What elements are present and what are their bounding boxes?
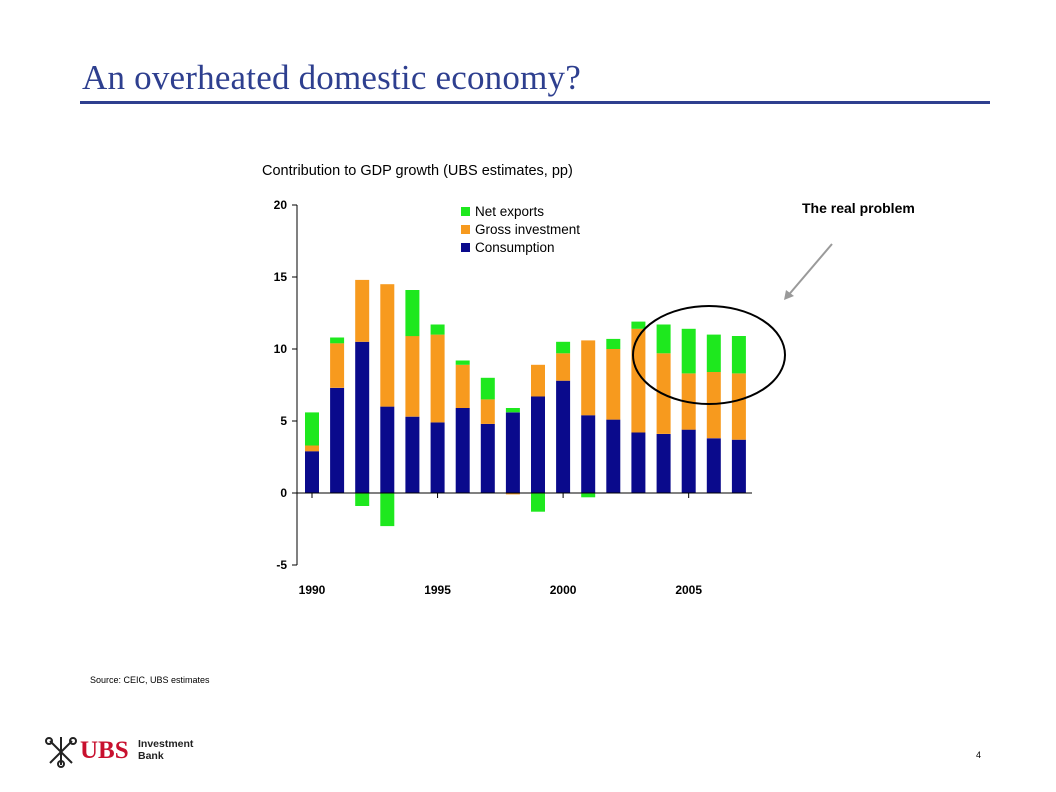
logo-wordmark: UBS (80, 737, 129, 764)
bar-consumption-2001 (581, 415, 596, 493)
logo-subtitle-line2: Bank (138, 750, 164, 762)
highlight-circle (632, 305, 786, 405)
y-tick-label: 20 (274, 198, 288, 212)
bar-consumption-1991 (330, 387, 345, 493)
bar-consumption-2002 (606, 419, 621, 493)
callout-label: The real problem (802, 200, 915, 216)
bar-gross-investment-2002 (606, 349, 621, 420)
bar-consumption-1992 (355, 341, 370, 493)
title-divider (80, 101, 990, 104)
x-tick-label: 2000 (550, 583, 577, 597)
bar-gross-investment-2000 (556, 353, 571, 381)
bar-gross-investment-2003 (631, 328, 646, 433)
bar-net-exports-1990 (305, 412, 319, 446)
bar-consumption-2007 (731, 439, 746, 493)
legend-label-gross-investment: Gross investment (475, 222, 580, 237)
bar-consumption-1993 (380, 406, 395, 493)
bar-net-exports-2000 (556, 341, 571, 354)
bar-consumption-1996 (455, 408, 470, 493)
bar-gross-investment-1997 (480, 399, 495, 424)
y-tick-label: -5 (276, 558, 287, 572)
bar-gross-investment-2006 (706, 372, 721, 439)
y-tick-label: 10 (274, 342, 288, 356)
keys-logo-icon (45, 737, 77, 768)
bar-consumption-2000 (556, 380, 571, 493)
bar-consumption-1994 (405, 416, 420, 493)
bar-gross-investment-1991 (330, 343, 345, 388)
bar-net-exports-2007 (731, 336, 746, 374)
legend-label-consumption: Consumption (475, 240, 555, 255)
y-tick-label: 5 (280, 414, 287, 428)
callout-arrow (785, 243, 833, 299)
bar-gross-investment-1999 (531, 364, 545, 397)
bar-gross-investment-1993 (380, 284, 395, 407)
bar-consumption-1995 (430, 422, 445, 493)
bar-net-exports-1996 (455, 360, 470, 365)
bar-consumption-1998 (505, 412, 520, 493)
source-note: Source: CEIC, UBS estimates (90, 675, 210, 685)
callout-arrowhead (784, 290, 794, 300)
bar-gross-investment-1990 (305, 445, 319, 452)
bar-net-exports-1998 (505, 408, 520, 413)
y-tick-label: 15 (274, 270, 288, 284)
bar-net-exports-1997 (480, 377, 495, 400)
bar-net-exports-2005 (681, 328, 696, 374)
bar-net-exports-1993 (380, 493, 395, 527)
bar-net-exports-2004 (656, 324, 671, 354)
bar-consumption-2005 (681, 429, 696, 493)
bar-consumption-1997 (480, 423, 495, 493)
logo-subtitle-line1: Investment (138, 738, 194, 750)
bar-net-exports-2003 (631, 321, 646, 329)
bar-gross-investment-1998 (505, 493, 520, 495)
bar-consumption-2003 (631, 432, 646, 493)
slide-title: An overheated domestic economy? (82, 58, 581, 97)
chart-axes: -5 0 5 10 15 20 1990 1995 2000 2005 (274, 198, 752, 597)
bar-net-exports-1994 (405, 290, 420, 337)
bar-gross-investment-2001 (581, 340, 596, 416)
logo-subtitle: Investment Bank (138, 738, 193, 762)
bar-net-exports-1992 (355, 493, 370, 506)
bar-gross-investment-2007 (731, 373, 746, 440)
bar-gross-investment-1996 (455, 364, 470, 408)
bar-net-exports-1991 (330, 337, 345, 344)
bar-net-exports-1995 (430, 324, 445, 335)
x-tick-label: 1995 (424, 583, 451, 597)
ubs-logo: UBS Investment Bank (44, 733, 204, 773)
legend-swatch-gross-investment (461, 225, 470, 234)
bar-consumption-1999 (531, 396, 545, 493)
x-tick-label: 2005 (675, 583, 702, 597)
bar-net-exports-2002 (606, 338, 621, 349)
y-tick-label: 0 (280, 486, 287, 500)
page-number: 4 (976, 750, 982, 760)
bar-consumption-1990 (305, 451, 319, 493)
bar-net-exports-2006 (706, 334, 721, 372)
chart-legend: Net exports Gross investment Consumption (461, 204, 580, 255)
legend-swatch-net-exports (461, 207, 470, 216)
x-tick-label: 1990 (299, 583, 326, 597)
legend-swatch-consumption (461, 243, 470, 252)
bar-consumption-2006 (706, 438, 721, 493)
bar-gross-investment-1995 (430, 334, 445, 423)
chart-title: Contribution to GDP growth (UBS estimate… (262, 163, 573, 179)
bar-consumption-2004 (656, 434, 671, 493)
bar-stacks (305, 279, 746, 527)
bar-net-exports-1999 (531, 493, 545, 512)
legend-label-net-exports: Net exports (475, 204, 544, 219)
bar-gross-investment-1992 (355, 279, 370, 342)
bar-net-exports-2001 (581, 493, 596, 498)
bar-gross-investment-1994 (405, 336, 420, 417)
